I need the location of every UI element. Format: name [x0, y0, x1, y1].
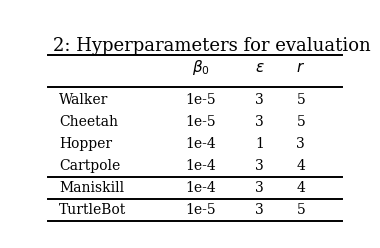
- Text: 1e-4: 1e-4: [185, 181, 216, 195]
- Text: $r$: $r$: [296, 61, 305, 75]
- Text: 5: 5: [296, 115, 305, 129]
- Text: 3: 3: [255, 181, 264, 195]
- Text: 3: 3: [255, 115, 264, 129]
- Text: Walker: Walker: [59, 93, 109, 107]
- Text: 3: 3: [255, 203, 264, 217]
- Text: 3: 3: [255, 159, 264, 173]
- Text: 1e-5: 1e-5: [185, 115, 216, 129]
- Text: Cheetah: Cheetah: [59, 115, 118, 129]
- Text: $\epsilon$: $\epsilon$: [255, 61, 264, 75]
- Text: $\beta_0$: $\beta_0$: [192, 59, 210, 77]
- Text: 3: 3: [255, 93, 264, 107]
- Text: 1e-5: 1e-5: [185, 203, 216, 217]
- Text: 1e-5: 1e-5: [185, 93, 216, 107]
- Text: 2: Hyperparameters for evaluation: 2: Hyperparameters for evaluation: [53, 37, 371, 55]
- Text: Cartpole: Cartpole: [59, 159, 120, 173]
- Text: Maniskill: Maniskill: [59, 181, 124, 195]
- Text: 5: 5: [296, 203, 305, 217]
- Text: Hopper: Hopper: [59, 137, 112, 151]
- Text: 1e-4: 1e-4: [185, 137, 216, 151]
- Text: 4: 4: [296, 181, 305, 195]
- Text: 4: 4: [296, 159, 305, 173]
- Text: TurtleBot: TurtleBot: [59, 203, 127, 217]
- Text: 1e-4: 1e-4: [185, 159, 216, 173]
- Text: 5: 5: [296, 93, 305, 107]
- Text: 1: 1: [255, 137, 264, 151]
- Text: 3: 3: [296, 137, 305, 151]
